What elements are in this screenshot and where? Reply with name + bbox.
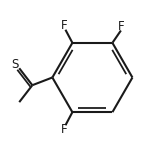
Text: F: F	[61, 123, 68, 136]
Text: S: S	[12, 58, 19, 71]
Text: F: F	[61, 19, 68, 32]
Text: F: F	[118, 20, 125, 33]
